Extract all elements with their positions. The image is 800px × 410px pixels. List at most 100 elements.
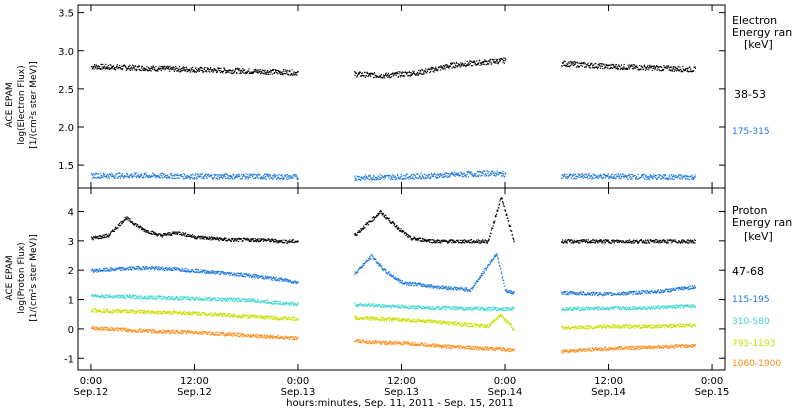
electron-point (206, 176, 208, 178)
electron-point (433, 173, 435, 175)
proton-point (496, 209, 498, 211)
electron-point (458, 175, 461, 177)
proton-point (670, 239, 672, 241)
proton-point (392, 221, 395, 223)
electron-point (663, 65, 665, 67)
proton-point (577, 241, 579, 243)
proton-point (466, 290, 468, 292)
electron-point (423, 177, 425, 179)
proton-point (101, 294, 103, 296)
electron-point (629, 64, 631, 66)
proton-point (117, 296, 119, 299)
electron-point (617, 68, 619, 70)
electron-point (608, 68, 610, 70)
electron-point (128, 177, 131, 179)
proton-point (485, 240, 487, 242)
proton-point (605, 239, 607, 241)
electron-point (659, 70, 661, 72)
proton-point (283, 279, 285, 281)
proton-point (613, 242, 615, 244)
electron-point (464, 174, 466, 176)
proton-point (438, 285, 440, 288)
electron-point (422, 73, 424, 75)
proton-point (185, 234, 187, 237)
proton-point (135, 268, 137, 270)
proton-point (103, 235, 105, 237)
proton-point (388, 217, 390, 219)
proton-point (277, 279, 279, 281)
electron-point (117, 177, 119, 179)
proton-point (138, 295, 140, 297)
proton-point (596, 240, 598, 243)
electron-point (448, 176, 451, 178)
proton-point (189, 299, 191, 301)
proton-point (389, 274, 391, 276)
proton-point (643, 241, 646, 243)
proton-point (637, 241, 639, 243)
electron-point (458, 172, 460, 174)
proton-point (197, 236, 199, 238)
proton-point (253, 276, 255, 278)
electron-point (410, 74, 412, 76)
proton-point (239, 272, 241, 274)
proton-point (213, 271, 216, 273)
electron-point (271, 73, 273, 75)
proton-point (235, 275, 238, 277)
proton-point (671, 288, 674, 290)
electron-point (191, 176, 193, 178)
proton-point (194, 271, 196, 273)
electron-point (504, 172, 506, 174)
proton-point (123, 268, 125, 270)
proton-point (209, 299, 211, 301)
proton-point (580, 292, 582, 294)
electron-point (128, 175, 130, 178)
electron-point (667, 179, 669, 181)
electron-point (203, 68, 205, 70)
proton-point (297, 240, 299, 243)
electron-point (238, 70, 240, 72)
electron-point (137, 175, 139, 177)
proton-point (493, 221, 495, 223)
electron-point (627, 64, 629, 66)
proton-point (139, 267, 141, 269)
proton-point (248, 276, 250, 278)
proton-point (195, 296, 197, 298)
proton-point (379, 264, 382, 266)
proton-point (562, 239, 564, 241)
proton-point (513, 239, 515, 241)
proton-point (143, 266, 145, 269)
electron-point (495, 58, 497, 60)
proton-point (393, 222, 395, 225)
electron-point (412, 70, 414, 72)
proton-point (204, 269, 206, 272)
proton-point (445, 287, 447, 289)
electron-point (456, 62, 458, 64)
proton-point (218, 237, 220, 239)
proton-point (113, 230, 115, 232)
proton-point (651, 289, 653, 292)
electron-point (391, 174, 393, 176)
proton-point (275, 278, 277, 280)
proton-point (503, 282, 505, 284)
electron-point (105, 175, 107, 177)
electron-point (650, 174, 652, 177)
electron-point (204, 175, 206, 177)
proton-point (596, 291, 598, 294)
proton-point (231, 272, 233, 274)
electron-point (163, 68, 165, 70)
proton-point (128, 217, 130, 219)
electron-point (574, 178, 576, 180)
electron-point (295, 72, 297, 74)
proton-point (213, 238, 215, 240)
electron-point (398, 177, 400, 179)
electron-point (197, 70, 199, 72)
proton-point (444, 239, 446, 242)
proton-point (134, 267, 136, 270)
electron-point (572, 61, 574, 63)
electron-point (93, 66, 95, 68)
electron-point (467, 63, 470, 65)
proton-point (592, 293, 594, 295)
proton-point (95, 270, 97, 272)
proton-point (142, 265, 144, 268)
electron-point (568, 175, 570, 177)
